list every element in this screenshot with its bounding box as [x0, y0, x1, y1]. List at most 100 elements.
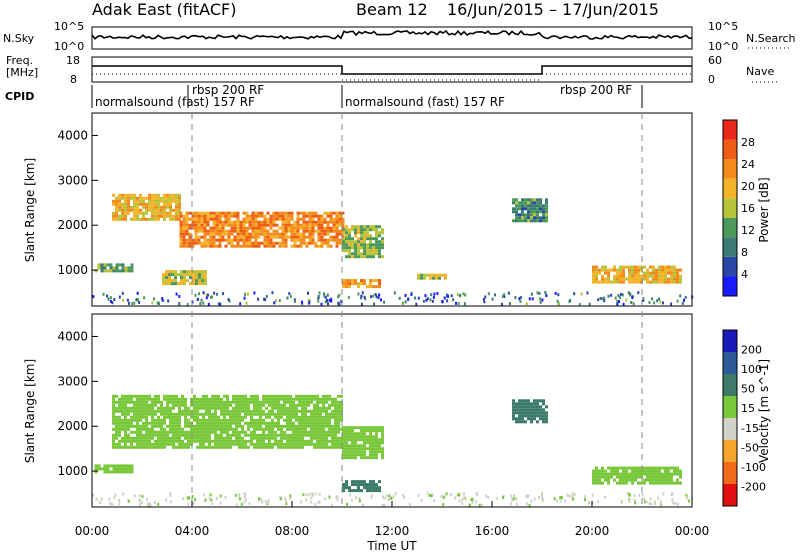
heatmap-cell — [208, 430, 211, 434]
heatmap-cell — [679, 294, 682, 298]
heatmap-cell — [181, 400, 184, 404]
heatmap-cell — [265, 427, 268, 431]
heatmap-cell — [292, 415, 295, 419]
heatmap-cell — [317, 220, 321, 224]
heatmap-cell — [124, 202, 127, 206]
heatmap-cell — [326, 214, 330, 218]
heatmap-cell — [354, 453, 357, 457]
heatmap-cell — [463, 302, 466, 306]
heatmap-cell — [670, 478, 673, 482]
heatmap-cell — [616, 475, 619, 479]
heatmap-cell — [220, 436, 223, 440]
heatmap-cell — [199, 397, 202, 401]
nsky-tick-high: 10^5 — [54, 20, 84, 33]
heatmap-cell — [226, 406, 229, 410]
heatmap-cell — [652, 280, 655, 284]
heatmap-cell — [211, 406, 214, 410]
heatmap-cell — [613, 280, 616, 284]
heatmap-cell — [652, 265, 655, 269]
heatmap-cell — [610, 268, 613, 272]
heatmap-cell — [296, 226, 300, 230]
heatmap-cell — [139, 217, 142, 221]
heatmap-cell — [458, 499, 461, 503]
heatmap-cell — [265, 400, 268, 404]
heatmap-cell — [257, 235, 261, 239]
heatmap-cell — [185, 241, 189, 245]
heatmap-cell — [375, 240, 378, 244]
heatmap-cell — [229, 424, 232, 428]
heatmap-cell — [223, 436, 226, 440]
heatmap-cell — [275, 211, 279, 215]
heatmap-cell — [616, 271, 619, 275]
heatmap-cell — [673, 271, 676, 275]
heatmap-cell — [354, 240, 357, 244]
heatmap-cell — [239, 220, 243, 224]
heatmap-cell — [154, 394, 157, 398]
heatmap-cell — [245, 229, 249, 233]
heatmap-cell — [313, 430, 316, 434]
heatmap-cell — [289, 397, 292, 401]
heatmap-cell — [163, 199, 166, 203]
heatmap-cell — [208, 424, 211, 428]
heatmap-cell — [676, 469, 679, 473]
heatmap-cell — [646, 472, 649, 476]
heatmap-cell — [223, 412, 226, 416]
heatmap-cell — [345, 435, 348, 439]
heatmap-cell — [250, 433, 253, 437]
heatmap-cell — [233, 229, 237, 233]
heatmap-cell — [190, 403, 193, 407]
heatmap-cell — [188, 244, 192, 248]
heatmap-cell — [351, 483, 354, 487]
heatmap-cell — [148, 217, 151, 221]
heatmap-cell — [298, 409, 301, 413]
heatmap-cell — [154, 214, 157, 218]
heatmap-cell — [304, 439, 307, 443]
heatmap-cell — [295, 394, 298, 398]
heatmap-cell — [241, 403, 244, 407]
heatmap-cell — [112, 421, 115, 425]
heatmap-cell — [530, 420, 533, 424]
heatmap-cell — [157, 217, 160, 221]
heatmap-cell — [136, 211, 139, 215]
heatmap-cell — [196, 406, 199, 410]
heatmap-cell — [272, 229, 276, 233]
heatmap-cell — [308, 301, 311, 305]
heatmap-cell — [622, 274, 625, 278]
heatmap-cell — [232, 439, 235, 443]
heatmap-cell — [338, 217, 342, 221]
heatmap-cell — [112, 217, 115, 221]
heatmap-cell — [348, 237, 351, 241]
heatmap-cell — [185, 211, 189, 215]
heatmap-cell — [130, 464, 134, 468]
heatmap-cell — [545, 216, 548, 220]
heatmap-cell — [194, 498, 197, 501]
heatmap-cell — [381, 432, 384, 436]
heatmap-cell — [184, 409, 187, 413]
heatmap-cell — [332, 223, 336, 227]
heatmap-cell — [254, 238, 258, 242]
heatmap-cell — [145, 397, 148, 401]
heatmap-cell — [148, 193, 151, 197]
heatmap-cell — [223, 394, 226, 398]
heatmap-cell — [194, 238, 198, 242]
heatmap-cell — [145, 427, 148, 431]
heatmap-cell — [286, 427, 289, 431]
heatmap-cell — [172, 427, 175, 431]
heatmap-cell — [527, 408, 530, 412]
heatmap-cell — [157, 406, 160, 410]
heatmap-cell — [518, 213, 521, 217]
heatmap-cell — [187, 424, 190, 428]
heatmap-cell — [369, 486, 372, 490]
heatmap-cell — [355, 496, 358, 500]
heatmap-cell — [360, 432, 363, 436]
heatmap-cell — [542, 399, 545, 403]
heatmap-cell — [160, 412, 163, 416]
heatmap-cell — [133, 415, 136, 419]
heatmap-cell — [138, 301, 141, 304]
heatmap-cell — [182, 226, 186, 230]
heatmap-cell — [541, 298, 544, 302]
heatmap-cell — [145, 403, 148, 407]
heatmap-cell — [250, 424, 253, 428]
heatmap-cell — [200, 211, 204, 215]
